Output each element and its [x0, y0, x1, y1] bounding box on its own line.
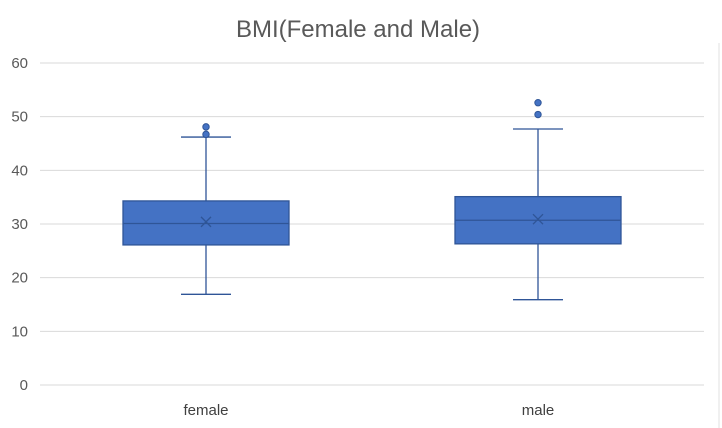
outlier-point — [534, 99, 542, 107]
box-series — [122, 99, 622, 301]
outlier-point — [202, 123, 210, 131]
y-tick-label: 30 — [11, 216, 28, 233]
y-tick-label: 50 — [11, 109, 28, 126]
outlier-point — [202, 130, 210, 139]
y-tick-label: 0 — [20, 377, 28, 394]
y-tick-label: 40 — [11, 162, 28, 179]
y-tick-label: 60 — [11, 55, 28, 72]
outlier-point — [534, 110, 542, 119]
x-axis-category-labels: female male — [183, 402, 554, 419]
chart-title: BMI(Female and Male) — [236, 16, 480, 43]
y-tick-label: 10 — [11, 323, 28, 340]
box-female — [122, 123, 290, 295]
mean-marker — [200, 216, 212, 228]
y-axis-tick-labels: 0 10 20 30 40 50 60 — [11, 55, 28, 394]
mean-marker — [532, 213, 544, 225]
box-male — [454, 99, 622, 301]
x-category-label: female — [183, 402, 228, 419]
x-category-label: male — [522, 402, 555, 419]
y-tick-label: 20 — [11, 270, 28, 287]
